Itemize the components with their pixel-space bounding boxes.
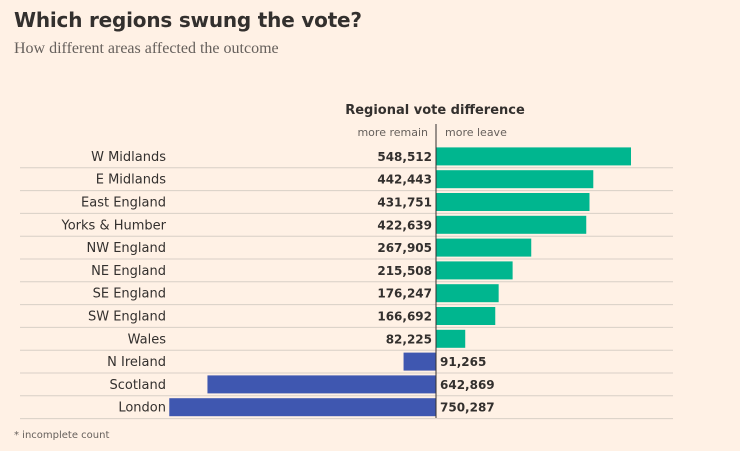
value-label: 215,508: [377, 264, 432, 278]
value-label: 442,443: [377, 173, 432, 187]
category-label: East England: [81, 196, 166, 211]
category-label: E Midlands: [96, 173, 166, 188]
bar-wales: [436, 329, 466, 348]
bar-se-england: [436, 284, 499, 303]
value-label: 642,869: [440, 378, 495, 392]
category-label: Wales: [128, 332, 167, 347]
bar-sw-england: [436, 307, 496, 325]
bar-ne-england: [436, 261, 513, 280]
bar-nw-england: [436, 238, 532, 257]
category-label: N Ireland: [107, 355, 166, 370]
value-label: 431,751: [377, 196, 432, 210]
value-label: 91,265: [440, 355, 486, 369]
vote-difference-chart: Regional vote difference more remain mor…: [20, 103, 673, 420]
value-label: 82,225: [386, 332, 432, 346]
value-label: 548,512: [377, 150, 432, 164]
bar-scotland: [207, 375, 436, 394]
value-label: 166,692: [377, 310, 432, 324]
value-label: 267,905: [377, 241, 432, 255]
category-label: Yorks & Humber: [61, 218, 167, 233]
value-label: 176,247: [377, 287, 432, 301]
value-label: 750,287: [440, 401, 495, 415]
bar-n-ireland: [403, 352, 436, 371]
chart-title: Which regions swung the vote?: [14, 8, 362, 32]
category-label: London: [118, 401, 166, 416]
value-label: 422,639: [377, 218, 432, 232]
chart-header: Regional vote difference: [345, 103, 525, 118]
bar-london: [169, 398, 436, 417]
more-remain-label: more remain: [357, 126, 428, 139]
category-label: Scotland: [109, 378, 166, 393]
category-label: NW England: [87, 241, 167, 256]
category-label: W Midlands: [91, 150, 166, 165]
bar-yorks-humber: [436, 215, 587, 234]
category-label: NE England: [91, 264, 166, 279]
bar-e-midlands: [436, 170, 594, 189]
more-leave-label: more leave: [445, 126, 507, 139]
category-label: SW England: [88, 310, 166, 325]
footnote: * incomplete count: [14, 430, 110, 441]
bar-east-england: [436, 193, 590, 211]
category-label: SE England: [93, 287, 166, 302]
bar-w-midlands: [436, 147, 631, 166]
chart-subtitle: How different areas affected the outcome: [14, 40, 279, 57]
